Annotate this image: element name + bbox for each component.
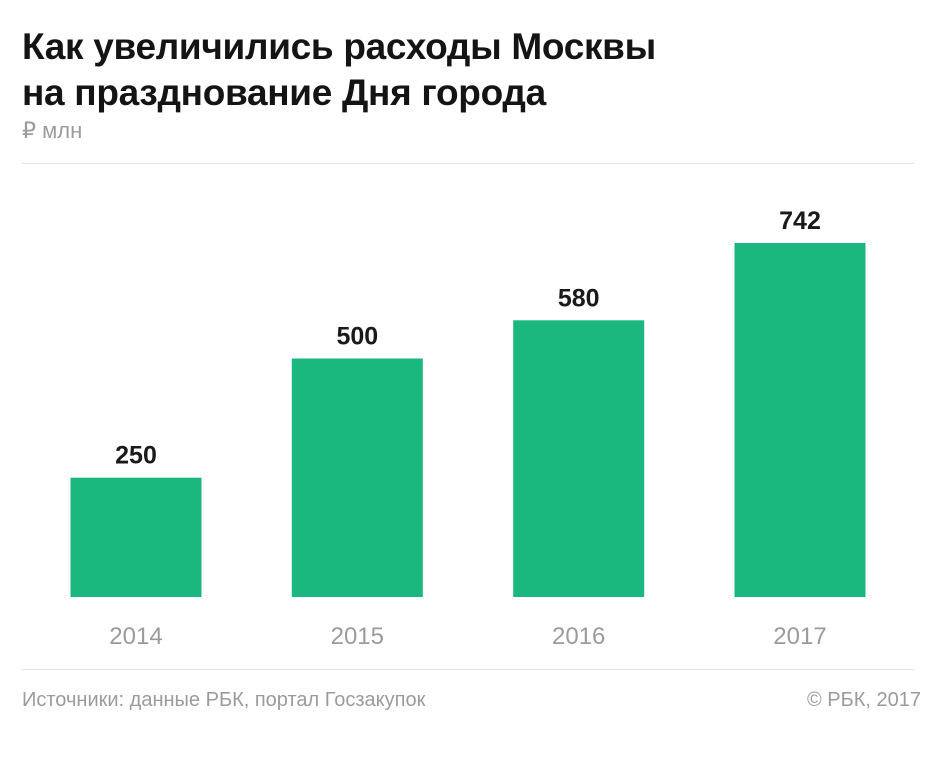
- value-label-2017: 742: [779, 207, 821, 235]
- top-divider: [22, 163, 914, 164]
- bar-chart: 250 2014 500 2015 580 2016 742 2017: [70, 207, 866, 650]
- chart-title-line-2: на празднование Дня города: [22, 72, 546, 113]
- value-label-2014: 250: [115, 442, 157, 470]
- unit-label: ₽ млн: [22, 118, 83, 143]
- bar-2015: [291, 358, 423, 597]
- bar-2014: [70, 477, 202, 597]
- x-tick-label-2014: 2014: [109, 623, 162, 650]
- chart-title: Как увеличились расходы Москвы на праздн…: [22, 24, 922, 116]
- value-label-2015: 500: [336, 323, 378, 351]
- bar-2016: [513, 320, 645, 597]
- bottom-divider: [22, 669, 914, 670]
- x-tick-label-2015: 2015: [331, 623, 384, 650]
- x-tick-label-2016: 2016: [552, 623, 605, 650]
- chart-title-line-1: Как увеличились расходы Москвы: [22, 26, 656, 67]
- value-label-2016: 580: [558, 284, 600, 312]
- copyright-note: © РБК, 2017: [806, 689, 921, 711]
- bar-2017: [734, 243, 866, 597]
- source-note: Источники: данные РБК, портал Госзакупок: [22, 689, 426, 711]
- x-tick-label-2017: 2017: [773, 623, 826, 650]
